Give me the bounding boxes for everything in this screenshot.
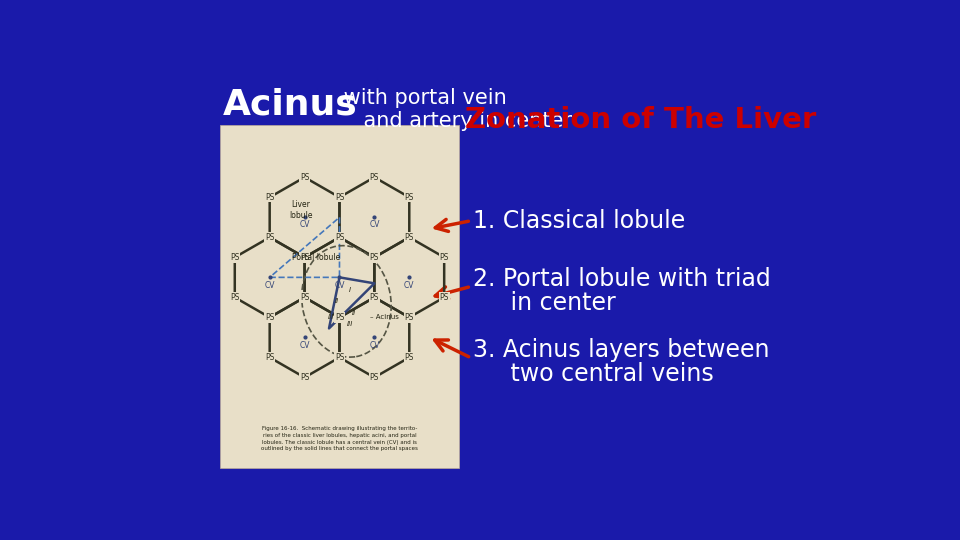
Text: PS: PS [370,173,379,182]
Text: PS: PS [230,253,239,262]
Text: PS: PS [440,293,449,302]
Text: II: II [335,299,339,305]
Text: two central veins: two central veins [473,362,714,386]
Text: CV: CV [370,220,379,230]
Text: with portal vein
    and artery in center: with portal vein and artery in center [337,88,572,131]
Text: CV: CV [300,341,310,349]
Text: II: II [352,310,356,316]
Bar [221,125,459,468]
Text: PS: PS [404,193,414,202]
Text: PS: PS [404,233,414,242]
Text: PS: PS [300,373,309,382]
Text: PS: PS [265,233,275,242]
Text: PS: PS [404,313,414,322]
Text: – Acinus: – Acinus [370,314,398,320]
Text: PS: PS [335,193,345,202]
Text: PS: PS [300,173,309,182]
Text: 3. Acinus layers between: 3. Acinus layers between [473,338,770,362]
Text: PS: PS [335,353,345,362]
Text: PS: PS [300,253,309,262]
Text: PS: PS [404,353,414,362]
Text: Liver
lobule: Liver lobule [289,200,312,220]
Text: CV: CV [334,281,345,289]
Text: Acinus: Acinus [223,88,358,122]
Text: PS: PS [370,373,379,382]
Text: CV: CV [370,341,379,349]
Text: I: I [349,287,351,293]
Text: PS: PS [370,253,379,262]
Text: in center: in center [473,292,616,315]
Text: III: III [348,321,353,327]
Text: CV: CV [264,281,275,289]
Text: CV: CV [404,281,415,289]
Text: PS: PS [265,353,275,362]
Text: PS: PS [335,233,345,242]
Text: Zonation of The Liver: Zonation of The Liver [466,106,816,134]
Text: PS: PS [265,193,275,202]
Text: Figure 16-16.  Schematic drawing illustrating the territo-
ries of the classic l: Figure 16-16. Schematic drawing illustra… [261,427,418,451]
Text: PS: PS [335,313,345,322]
Text: Portal lobule: Portal lobule [292,253,341,262]
Text: PS: PS [230,293,239,302]
Text: PS: PS [300,293,309,302]
Text: 2. Portal lobule with triad: 2. Portal lobule with triad [473,267,771,292]
Text: PS: PS [370,293,379,302]
Text: 1. Classical lobule: 1. Classical lobule [473,209,685,233]
Text: PS: PS [265,313,275,322]
Text: PS: PS [440,253,449,262]
Text: CV: CV [300,220,310,230]
Text: III: III [327,314,334,320]
